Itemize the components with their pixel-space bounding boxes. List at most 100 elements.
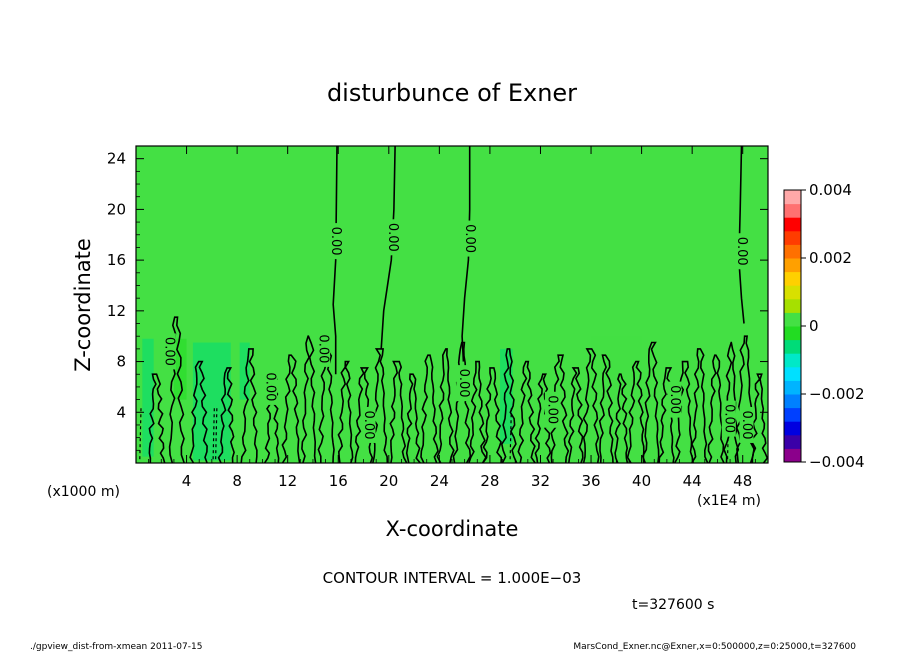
x-axis-title: X-coordinate (386, 517, 519, 541)
x-tick-label: 4 (182, 472, 192, 490)
contour-label: 0.00 (739, 411, 754, 440)
contour-line (500, 348, 518, 463)
contour-line (389, 360, 408, 463)
x-axis: 4 8 12 16 20 24 28 32 36 40 44 48 (148, 146, 756, 490)
contour-line (468, 360, 487, 463)
contour-line (436, 348, 455, 463)
contour-line (674, 360, 694, 463)
y-axis-title: Z-coordinate (71, 238, 95, 372)
contour-line (240, 348, 258, 463)
colorbar-swatch (784, 190, 801, 205)
colorbar-tick-label: 0.004 (809, 181, 852, 199)
y-axis: 4 8 12 16 20 24 (107, 150, 768, 451)
y-tick-label: 4 (116, 403, 126, 421)
contour-label-bg (544, 391, 559, 428)
colorbar-tick-label: −0.004 (809, 453, 865, 471)
x-tick-label: 20 (379, 472, 398, 490)
contour-label: 0.00 (667, 385, 682, 414)
contour-label: 0.00 (161, 337, 176, 366)
contour-label-bg (161, 333, 176, 370)
colorbar-swatch (784, 326, 801, 341)
contour-line (332, 146, 338, 375)
chart-title: disturbunce of Exner (327, 79, 577, 107)
contour-line (301, 335, 317, 463)
contour-label: 0.00 (316, 334, 331, 363)
contour-label: 0.00 (462, 224, 477, 253)
y-tick-label: 12 (107, 302, 126, 320)
contour-label-bg (721, 400, 736, 437)
contour-line (380, 146, 396, 349)
negative-contour-line (212, 405, 215, 460)
contour-line (517, 360, 536, 463)
contour-line (751, 373, 768, 463)
contour-label-bg (361, 406, 376, 443)
colorbar-swatch (784, 366, 801, 381)
colorbar-swatch (784, 230, 801, 245)
contour-label: 0.00 (734, 237, 749, 266)
x-tick-label: 44 (683, 472, 702, 490)
y-tick-label: 8 (116, 353, 126, 371)
colorbar-swatch (784, 380, 801, 395)
contour-line (582, 348, 600, 463)
contour-line (658, 367, 675, 463)
contour-line (337, 360, 354, 463)
contour-line (461, 146, 471, 362)
contour-label: 0.00 (721, 404, 736, 433)
contour-label-bg (316, 330, 331, 367)
x-tick-label: 24 (430, 472, 449, 490)
contour-label-bg (667, 381, 682, 418)
contour-label-bg (462, 220, 477, 257)
colorbar-swatch (784, 312, 801, 327)
field-patch (173, 338, 187, 400)
negative-contour-line (215, 405, 218, 460)
contour-line (626, 360, 645, 463)
contour-line (168, 316, 185, 463)
colorbar-swatch (784, 217, 801, 232)
x-tick-label: 36 (581, 472, 600, 490)
colorbar-swatch (784, 203, 801, 218)
contour-label: 0.00 (456, 369, 471, 398)
contour-label: 0.00 (361, 411, 376, 440)
contour-label-bg (734, 233, 749, 270)
contour-line (405, 373, 421, 463)
colorbar-tick-label: 0.002 (809, 249, 852, 267)
x-tick-label: 28 (480, 472, 499, 490)
contour-label-bg (328, 223, 343, 260)
contour-line (217, 367, 235, 463)
x-tick-label: 12 (278, 472, 297, 490)
contour-label: 0.00 (385, 223, 400, 252)
colorbar: 0.004 0.002 0 −0.002 −0.004 (783, 181, 865, 471)
contour-line (641, 341, 660, 463)
colorbar-swatch (784, 434, 801, 449)
x-unit-label: (x1000 m) (47, 484, 120, 500)
contour-line (690, 348, 709, 463)
x-tick-label: 48 (733, 472, 752, 490)
colorbar-swatch (784, 339, 801, 354)
contour-label-bg (456, 365, 471, 402)
colorbar-swatch (784, 421, 801, 436)
x-tick-label: 40 (632, 472, 651, 490)
colorbar-tick-label: −0.002 (809, 385, 865, 403)
contour-line (371, 348, 389, 463)
y-tick-label: 24 (107, 150, 126, 168)
contour-line (614, 373, 629, 463)
y-tick-label: 16 (107, 251, 126, 269)
field-patch (142, 338, 154, 457)
colorbar-swatch (784, 244, 801, 259)
colorbar-swatch (784, 353, 801, 368)
contour-line (420, 354, 439, 463)
contour-line (567, 367, 584, 463)
negative-contour-line (139, 405, 142, 460)
footer-file-info: MarsCond_Exner.nc@Exner,x=0:500000,z=0:2… (573, 642, 856, 652)
field-patch (239, 342, 250, 400)
x-tick-label: 16 (329, 472, 348, 490)
colorbar-tick-label: 0 (809, 317, 819, 335)
contour-line (534, 373, 552, 463)
contour-label: 0.00 (544, 395, 559, 424)
contour-label-bg (262, 368, 277, 405)
colorbar-swatch (784, 298, 801, 313)
x-tick-label: 8 (232, 472, 242, 490)
colorbar-swatch (784, 285, 801, 300)
plot-area: 0.00 0.00 0.00 0.000.000.000.000.000.000.00… (135, 145, 769, 464)
